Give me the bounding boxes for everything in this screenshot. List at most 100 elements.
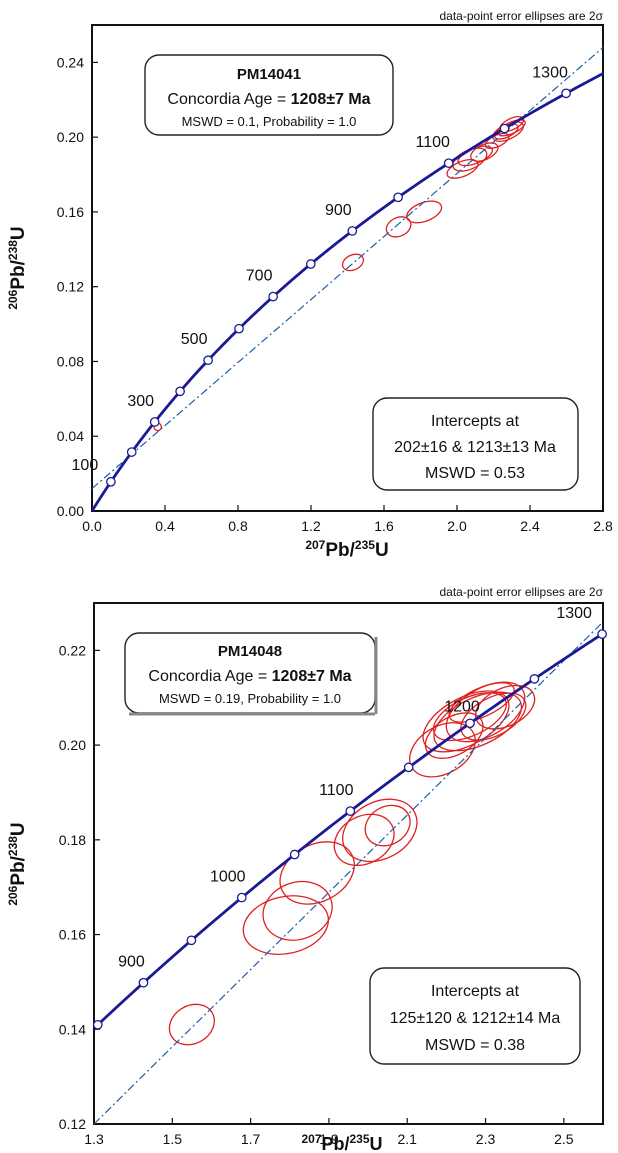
intercepts-heading: Intercepts at: [431, 983, 520, 1000]
age-marker: [305, 259, 316, 269]
concordia-age: Concordia Age = 1208±7 Ma: [167, 91, 370, 108]
age-label: 1300: [556, 605, 592, 622]
concordia-age-box: PM14041 Concordia Age = 1208±7 Ma MSWD =…: [144, 54, 394, 136]
error-ellipse: [448, 682, 515, 723]
age-label: 1100: [415, 134, 450, 151]
concordia-curves: [92, 621, 607, 1125]
age-marker: [345, 806, 356, 816]
age-marker: [186, 935, 197, 946]
age-marker: [393, 192, 403, 203]
intercepts-mswd: MSWD = 0.53: [425, 465, 525, 482]
error-ellipse: [242, 895, 330, 955]
age-marker: [175, 386, 185, 397]
intercepts-ages: 202±16 & 1213±13 Ma: [394, 439, 556, 456]
error-ellipse: [342, 798, 418, 863]
age-marker: [289, 849, 300, 860]
axis-ticks: 1.3 1.5 1.7 1.9 2.1 2.3 2.5 0.12 0.14 0.16 0.18 0.2…: [59, 642, 574, 1147]
y-tick-label: 0.08: [57, 353, 84, 369]
y-tick-label: 0.20: [59, 737, 86, 753]
x-tick-label: 2.1: [397, 1131, 417, 1147]
panel-pm14048: data-point error ellipses are 2σ 1.3 1.5 1…: [6, 585, 607, 1153]
y-tick-label: 0.24: [57, 54, 84, 70]
concordia-age-box: PM14048 Concordia Age = 1208±7 Ma MSWD =…: [124, 632, 378, 716]
sample-name: PM14041: [237, 66, 301, 83]
y-tick-label: 0.22: [59, 642, 86, 658]
x-tick-label: 0.0: [82, 518, 102, 534]
age-label: 900: [118, 954, 145, 971]
y-axis-title: 206Pb/238U: [6, 822, 29, 905]
age-label: 500: [181, 331, 208, 348]
error-ellipse: [406, 200, 443, 224]
y-tick-label: 0.12: [57, 279, 84, 295]
sample-name: PM14048: [218, 643, 282, 660]
intercepts-heading: Intercepts at: [431, 413, 520, 430]
x-tick-label: 2.5: [554, 1131, 574, 1147]
x-tick-label: 2.0: [447, 518, 467, 534]
intercepts-box: Intercepts at 125±120 & 1212±14 Ma MSWD …: [369, 967, 581, 1065]
x-tick-label: 2.8: [593, 518, 613, 534]
age-marker: [561, 88, 571, 99]
y-tick-label: 0.16: [59, 927, 86, 943]
x-tick-label: 0.4: [155, 518, 175, 534]
age-marker: [203, 355, 213, 366]
error-ellipse: [364, 804, 411, 847]
age-labels: 900 1000 1100 1200 1300: [118, 605, 592, 971]
x-axis-title: 207Pb/235U: [301, 1132, 382, 1153]
axis-ticks: 0.0 0.4 0.8 1.2 1.6 2.0 2.4 2.8 0.00 0.04 0.08 0.12…: [57, 54, 613, 534]
y-tick-label: 0.04: [57, 428, 84, 444]
discordia-line: [93, 621, 604, 1125]
error-ellipse: [470, 142, 499, 162]
age-label: 700: [246, 268, 273, 285]
x-axis-title: 207Pb/235U: [305, 538, 388, 561]
y-axis-title: 206Pb/238U: [6, 226, 29, 309]
age-marker: [92, 1019, 103, 1030]
x-tick-label: 1.3: [84, 1131, 104, 1147]
x-tick-label: 2.3: [476, 1131, 496, 1147]
error-ellipse: [168, 1003, 215, 1046]
mswd-probability: MSWD = 0.19, Probability = 1.0: [159, 691, 341, 706]
age-label: 1300: [532, 64, 568, 81]
age-label: 100: [72, 457, 99, 474]
x-tick-label: 2.4: [520, 518, 540, 534]
x-tick-label: 1.5: [163, 1131, 183, 1147]
age-label: 300: [127, 393, 154, 410]
concordia-curve: [93, 632, 603, 1030]
concordia-age: Concordia Age = 1208±7 Ma: [148, 668, 351, 685]
intercepts-mswd: MSWD = 0.38: [425, 1037, 525, 1054]
error-ellipse: [262, 880, 333, 941]
x-tick-label: 1.7: [241, 1131, 261, 1147]
y-tick-label: 0.20: [57, 129, 84, 145]
age-marker: [403, 762, 414, 773]
x-tick-label: 0.8: [228, 518, 248, 534]
age-marker: [268, 291, 278, 302]
age-label: 900: [325, 202, 352, 219]
concordia-curve: [90, 72, 604, 512]
error-ellipse-note: data-point error ellipses are 2σ: [440, 585, 604, 599]
error-ellipse: [445, 681, 526, 743]
age-marker: [597, 629, 607, 639]
error-ellipse: [422, 690, 510, 753]
error-ellipses: [168, 681, 536, 1046]
intercepts-box: Intercepts at 202±16 & 1213±13 Ma MSWD =…: [372, 397, 579, 491]
age-marker: [347, 226, 358, 236]
concordia-curves: [90, 46, 604, 512]
age-marker: [126, 447, 137, 457]
error-ellipse: [424, 712, 484, 759]
age-marker: [465, 718, 475, 729]
x-tick-label: 1.2: [301, 518, 321, 534]
x-tick-label: 1.9: [319, 1131, 339, 1147]
y-tick-label: 0.16: [57, 204, 84, 220]
age-marker: [529, 674, 540, 684]
panel-pm14041: data-point error ellipses are 2σ 0.0 0.4 0…: [6, 9, 613, 561]
error-ellipse: [474, 684, 536, 730]
age-marker: [499, 123, 510, 134]
age-marker: [443, 158, 454, 169]
age-label: 1200: [444, 698, 480, 715]
age-label: 1000: [210, 869, 246, 886]
error-ellipse: [341, 253, 365, 272]
age-labels: 100 300 500 700 900 1100 1300: [72, 64, 568, 473]
age-marker: [236, 892, 247, 903]
age-marker: [149, 417, 160, 427]
y-tick-label: 0.14: [59, 1021, 86, 1037]
